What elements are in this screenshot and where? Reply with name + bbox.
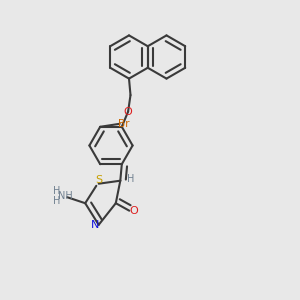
Text: H: H <box>53 196 60 206</box>
Text: N: N <box>91 220 99 230</box>
Text: S: S <box>95 175 102 185</box>
Text: Br: Br <box>118 119 130 129</box>
Text: H: H <box>53 186 60 196</box>
Text: O: O <box>129 206 138 216</box>
Text: NH: NH <box>58 191 73 201</box>
Text: O: O <box>124 106 133 117</box>
Text: H: H <box>127 174 134 184</box>
